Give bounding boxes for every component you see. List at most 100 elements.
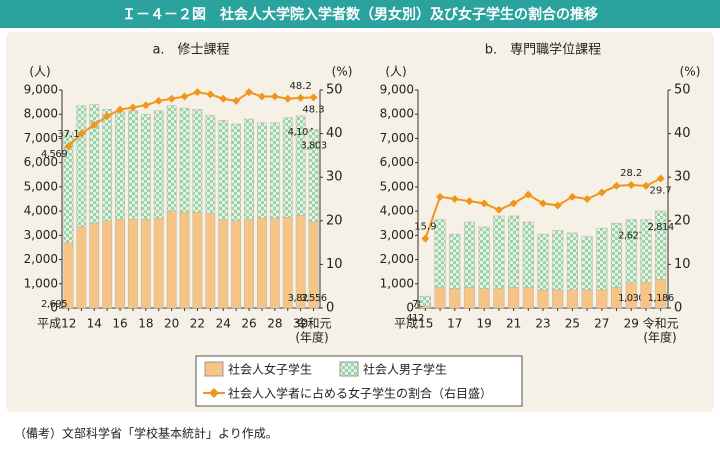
x-tick-label: 16: [112, 317, 127, 331]
line-marker: [583, 195, 592, 203]
y-tick-label: 4,000: [380, 204, 414, 218]
chart-title: b. 専門職学位課程: [485, 42, 601, 58]
line-marker: [597, 188, 606, 197]
line-marker: [193, 88, 202, 97]
x-tick-label: 令和元: [296, 316, 332, 331]
x-tick-label: 22: [190, 317, 205, 331]
x-tick-label: 29: [624, 317, 639, 331]
value-label: 2,814: [648, 222, 674, 233]
bar: [537, 289, 549, 309]
bar: [76, 105, 87, 228]
y-tick-label: 7,000: [380, 131, 414, 145]
bar: [140, 113, 151, 220]
y2-tick-label: 20: [326, 213, 343, 228]
x-tick-label: 28: [267, 317, 282, 331]
bar: [128, 219, 138, 309]
bar: [102, 109, 113, 222]
line-marker: [90, 120, 99, 129]
y-tick-label: 3,000: [24, 228, 58, 242]
value-label: 3,826: [288, 293, 314, 304]
y-axis-label: (人): [29, 65, 50, 79]
line-marker: [421, 234, 430, 243]
bar: [508, 287, 520, 309]
value-label: 4,104: [288, 127, 314, 138]
legend: 社会人女子学生 社会人男子学生 社会人入学者に占める女子学生の割合（右目盛）: [195, 355, 523, 407]
value-label: 3,556: [300, 293, 326, 304]
bar: [218, 219, 229, 309]
value-label: 412: [406, 313, 424, 324]
x-tick-label: 平成15: [394, 317, 433, 331]
y2-tick-label: 0: [326, 301, 334, 316]
bar: [537, 233, 549, 291]
y-tick-label: 4,000: [24, 204, 58, 218]
bar: [552, 289, 564, 309]
bar: [128, 110, 138, 220]
value-label: 48.2: [290, 81, 312, 92]
y2-tick-label: 10: [674, 257, 691, 272]
y-tick-label: 8,000: [380, 107, 414, 121]
line-marker: [219, 94, 228, 103]
bar: [205, 115, 216, 214]
value-label: 78: [412, 299, 424, 310]
x-tick-label: 26: [241, 317, 256, 331]
bar: [596, 227, 608, 291]
legend-label: 社会人女子学生: [228, 362, 312, 377]
x-axis-label: (年度): [295, 330, 328, 345]
x-tick-label: 18: [138, 317, 153, 331]
line-marker: [465, 197, 474, 206]
figure-title: Ｉ－４－２図 社会人大学院入学者数（男女別）及び女子学生の割合の推移: [122, 6, 598, 23]
bar: [463, 221, 476, 288]
y2-tick-label: 50: [674, 83, 691, 98]
title-bar: [0, 0, 720, 28]
y-tick-label: 6,000: [380, 155, 414, 169]
legend-label: 社会人男子学生: [363, 362, 447, 377]
bar: [478, 226, 490, 289]
bar: [257, 122, 267, 219]
bar: [419, 295, 431, 307]
bar: [655, 210, 667, 280]
line-marker: [64, 142, 73, 151]
line-marker: [206, 90, 215, 99]
line-marker: [539, 199, 547, 208]
line-marker: [296, 93, 305, 102]
bar: [566, 232, 578, 291]
chart-title: a. 修士課程: [152, 42, 229, 58]
y2-tick-label: 40: [674, 126, 691, 141]
bar: [89, 104, 100, 224]
bar: [566, 289, 578, 309]
line-marker: [270, 92, 279, 101]
legend-swatch: [339, 361, 359, 377]
x-tick-label: 令和元: [643, 316, 679, 331]
y2-tick-label: 10: [326, 257, 343, 272]
value-label: 4,569: [41, 149, 67, 160]
x-tick-label: 23: [535, 317, 550, 331]
line-marker: [641, 181, 650, 190]
legend-box: [195, 355, 523, 407]
bar: [308, 129, 319, 223]
legend-swatch: [204, 361, 224, 377]
bar: [282, 117, 293, 218]
line-marker: [509, 199, 518, 208]
x-axis-label: (年度): [643, 330, 676, 345]
line-marker: [232, 96, 241, 105]
bar: [581, 289, 593, 309]
value-label: 29.7: [650, 186, 672, 197]
bar: [89, 222, 100, 309]
bar: [449, 233, 461, 289]
line-marker: [180, 92, 189, 101]
value-label: 2,695: [41, 299, 67, 310]
line-marker: [436, 192, 445, 201]
y-tick-label: 9,000: [24, 83, 58, 97]
y2-axis-label: (%): [332, 65, 353, 79]
line-marker: [257, 92, 266, 101]
y-tick-label: 2,000: [24, 252, 58, 266]
bar: [522, 221, 534, 288]
line-marker: [141, 101, 150, 110]
bar: [596, 289, 608, 309]
y-tick-label: 0: [406, 301, 414, 315]
x-tick-label: 19: [477, 317, 492, 331]
bar: [231, 123, 242, 222]
value-label: 15.9: [414, 222, 436, 233]
